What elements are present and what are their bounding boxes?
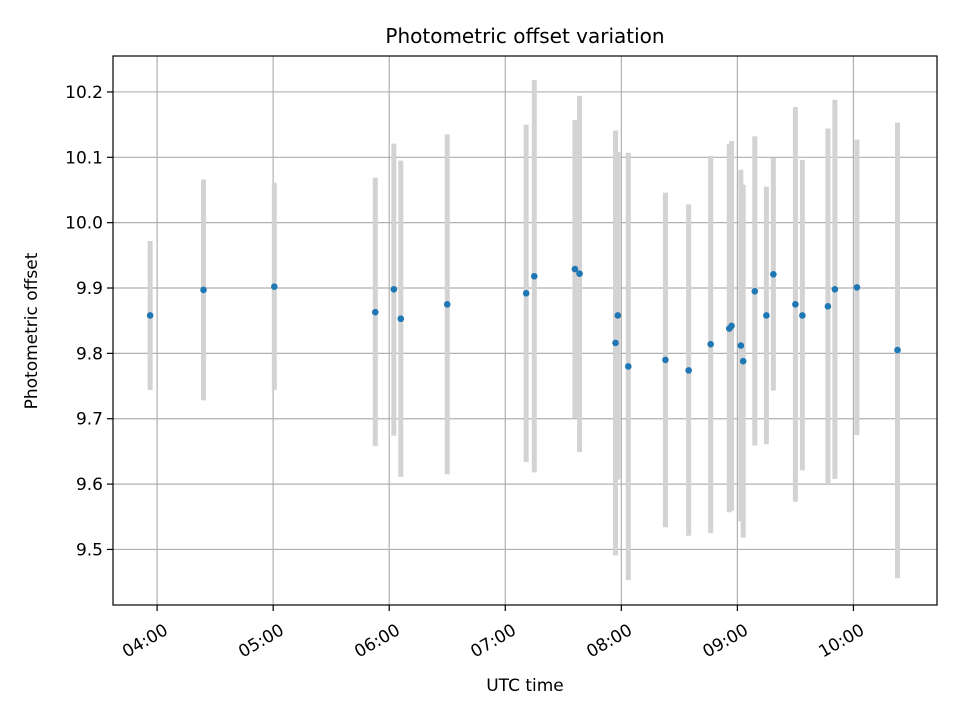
data-point [200, 286, 207, 294]
y-tick-label: 9.9 [76, 279, 103, 299]
data-point [792, 301, 799, 308]
data-point [662, 356, 669, 364]
x-axis-title: UTC time [486, 676, 564, 696]
data-point [390, 286, 398, 293]
y-tick-label: 9.7 [76, 410, 103, 430]
data-point [853, 284, 861, 291]
y-tick-label: 9.5 [76, 540, 103, 560]
plot-frame [112, 55, 938, 606]
data-point [576, 270, 583, 277]
chart-title: Photometric offset variation [385, 24, 664, 48]
data-point [146, 312, 154, 319]
data-point [685, 367, 692, 374]
y-tick-label: 9.8 [76, 344, 103, 364]
y-tick-label: 10.2 [65, 83, 103, 103]
data-point [614, 312, 622, 319]
y-tick-label: 10.0 [65, 214, 103, 234]
data-point [397, 315, 405, 323]
data-point [894, 346, 901, 354]
data-point [737, 342, 745, 349]
y-axis-title: Photometric offset [22, 252, 42, 409]
data-point [530, 272, 538, 280]
data-point [824, 303, 832, 310]
data-point [739, 357, 747, 365]
data-point [763, 312, 770, 319]
data-point [751, 287, 759, 295]
data-point [624, 363, 632, 370]
data-point [612, 339, 619, 347]
data-point [522, 289, 530, 297]
data-point [770, 270, 777, 278]
data-point [799, 312, 806, 319]
y-tick-label: 9.6 [76, 475, 103, 495]
data-point [443, 301, 451, 308]
y-axis-ticks: 9.5 9.6 9.7 9.8 9.9 10.0 10.1 10.2 [65, 83, 113, 560]
data-point [707, 340, 714, 348]
data-point [271, 283, 278, 291]
data-point [571, 265, 579, 273]
data-point [728, 322, 735, 330]
y-tick-label: 10.1 [65, 148, 103, 168]
data-point [371, 308, 379, 316]
data-point [831, 286, 839, 293]
data-markers [146, 265, 901, 374]
